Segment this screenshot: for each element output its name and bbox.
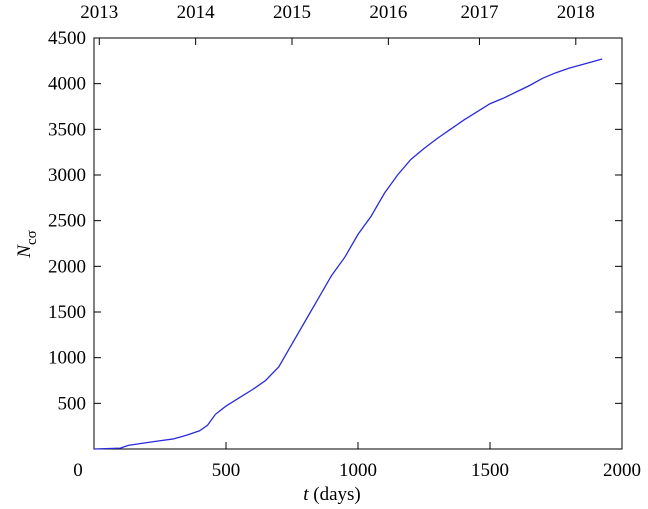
- x2-tick-label: 2015: [273, 2, 311, 23]
- y-tick-label: 4000: [48, 74, 86, 95]
- plot-frame: [93, 37, 623, 450]
- x-tick-label: 1000: [339, 460, 377, 481]
- x2-tick-label: 2016: [369, 2, 407, 23]
- y-tick-label: 3000: [48, 165, 86, 186]
- x2-tick-label: 2013: [80, 2, 118, 23]
- x-label-rest: (days): [309, 484, 361, 505]
- y-label-main: N: [14, 244, 35, 259]
- x-tick-label: 1500: [471, 460, 509, 481]
- data-line: [93, 58, 603, 450]
- y-tick-label: 4500: [48, 28, 86, 49]
- x2-tick-label: 2017: [460, 2, 498, 23]
- x-tick-label: 2000: [603, 460, 641, 481]
- y-axis-label: Ncσ: [14, 230, 40, 258]
- x2-tick-label: 2014: [177, 2, 216, 23]
- x-tick-label: 500: [212, 460, 241, 481]
- y-tick-label: 1000: [48, 348, 86, 369]
- y-tick-label: 2500: [48, 211, 86, 232]
- y-label-sub: cσ: [24, 230, 40, 245]
- y-tick-label: 3500: [48, 119, 86, 140]
- y-tick-label: 2000: [48, 256, 86, 277]
- x-tick-label: 0: [73, 460, 83, 481]
- y-tick-label: 1500: [48, 302, 86, 323]
- x-label-main: t: [303, 484, 309, 505]
- y-tick-label: 500: [58, 393, 87, 414]
- x2-tick-label: 2018: [557, 2, 595, 23]
- x-axis-label: t (days): [303, 484, 361, 505]
